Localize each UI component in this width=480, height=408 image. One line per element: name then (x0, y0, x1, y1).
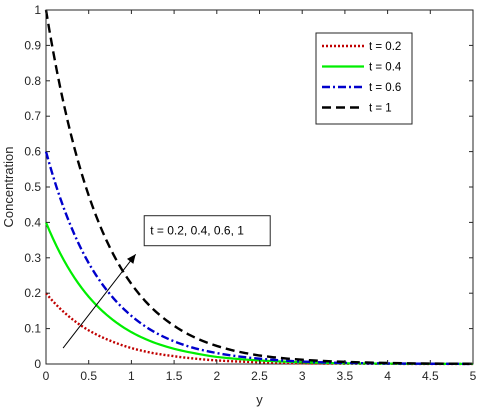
y-tick-label: 0.6 (24, 145, 41, 159)
x-axis-label: y (256, 392, 263, 407)
x-tick-label: 3 (299, 369, 306, 383)
y-tick-label: 0.7 (24, 109, 41, 123)
y-tick-label: 0.1 (24, 322, 41, 336)
x-tick-label: 3.5 (337, 369, 354, 383)
annotation: t = 0.2, 0.4, 0.6, 1 (62, 215, 271, 349)
y-tick-label: 0.5 (24, 180, 41, 194)
legend-label-1: t = 0.2 (369, 41, 401, 53)
y-tick-label: 0.2 (24, 286, 41, 300)
series-line-1 (45, 292, 473, 366)
x-tick-label: 2.5 (251, 369, 268, 383)
annotation-box (143, 215, 271, 247)
annotation-arrowhead (126, 254, 136, 264)
legend: t = 0.2 t = 0.4 t = 0.6 t = 1 (315, 32, 413, 125)
annotation-arrow-line (62, 253, 137, 349)
series-layer (44, 9, 474, 366)
legend-label-3: t = 0.6 (369, 82, 401, 94)
y-tick-label: 1 (34, 3, 41, 17)
series-line-4 (44, 9, 474, 365)
x-tick-label: 1 (128, 369, 135, 383)
legend-label-4: t = 1 (369, 103, 392, 115)
x-tick-label: 0 (43, 369, 50, 383)
x-tick-label: 4.5 (422, 369, 439, 383)
x-tick-label: 1.5 (166, 369, 183, 383)
y-tick-label: 0.4 (24, 215, 41, 229)
x-tick-label: 5 (470, 369, 477, 383)
legend-box (315, 32, 413, 125)
legend-label-2: t = 0.4 (369, 62, 402, 74)
x-tick-label: 0.5 (80, 369, 97, 383)
y-tick-label: 0 (34, 357, 41, 371)
x-tick-label: 2 (213, 369, 220, 383)
y-tick-label: 0.9 (24, 38, 41, 52)
y-tick-label: 0.8 (24, 74, 41, 88)
y-tick-label: 0.3 (24, 251, 41, 265)
y-axis-label: Concentration (1, 147, 16, 228)
ticks-layer: 0 0.5 1 1.5 2 2.5 3 3.5 4 4.5 5 0 0.1 0.2 0.3 0.4 0.5 0.6… (24, 3, 476, 383)
annotation-text: t = 0.2, 0.4, 0.6, 1 (150, 224, 244, 238)
x-tick-label: 4 (384, 369, 391, 383)
